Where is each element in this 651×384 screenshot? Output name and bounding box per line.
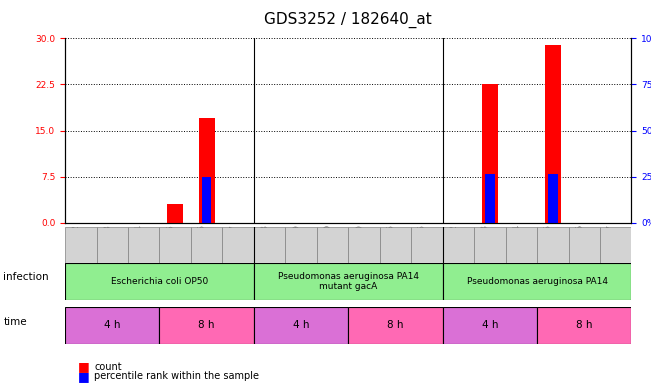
Text: Escherichia coli OP50: Escherichia coli OP50 [111,277,208,286]
FancyBboxPatch shape [411,227,443,286]
FancyBboxPatch shape [380,227,411,286]
FancyBboxPatch shape [317,227,348,286]
Text: Pseudomonas aeruginosa PA14: Pseudomonas aeruginosa PA14 [467,277,607,286]
Bar [548,174,557,223]
FancyBboxPatch shape [443,227,474,286]
Text: count: count [94,362,122,372]
FancyBboxPatch shape [96,227,128,286]
FancyBboxPatch shape [348,307,443,344]
Text: percentile rank within the sample: percentile rank within the sample [94,371,259,381]
FancyBboxPatch shape [254,227,285,286]
Bar [482,84,498,223]
FancyBboxPatch shape [65,307,159,344]
Text: 8 h: 8 h [387,320,404,331]
FancyBboxPatch shape [474,227,506,286]
FancyBboxPatch shape [128,227,159,286]
FancyBboxPatch shape [568,227,600,286]
Text: 4 h: 4 h [293,320,309,331]
FancyBboxPatch shape [506,227,537,286]
Text: infection: infection [3,272,49,283]
FancyBboxPatch shape [254,307,348,344]
FancyBboxPatch shape [65,263,254,300]
Text: 8 h: 8 h [199,320,215,331]
Bar [202,177,212,223]
Text: GDS3252 / 182640_at: GDS3252 / 182640_at [264,12,432,28]
FancyBboxPatch shape [443,263,631,300]
FancyBboxPatch shape [254,263,443,300]
FancyBboxPatch shape [159,307,254,344]
Text: time: time [3,316,27,327]
FancyBboxPatch shape [443,307,537,344]
FancyBboxPatch shape [285,227,317,286]
Text: ■: ■ [78,370,90,383]
Text: 8 h: 8 h [576,320,592,331]
Text: 4 h: 4 h [482,320,498,331]
Text: ■: ■ [78,360,90,373]
FancyBboxPatch shape [537,307,631,344]
Bar [167,204,183,223]
Text: 4 h: 4 h [104,320,120,331]
FancyBboxPatch shape [191,227,223,286]
Bar [485,174,495,223]
FancyBboxPatch shape [65,227,96,286]
Bar [545,45,561,223]
FancyBboxPatch shape [537,227,568,286]
FancyBboxPatch shape [223,227,254,286]
Text: Pseudomonas aeruginosa PA14
mutant gacA: Pseudomonas aeruginosa PA14 mutant gacA [278,271,419,291]
FancyBboxPatch shape [600,227,631,286]
Bar [199,118,215,223]
FancyBboxPatch shape [348,227,380,286]
FancyBboxPatch shape [159,227,191,286]
